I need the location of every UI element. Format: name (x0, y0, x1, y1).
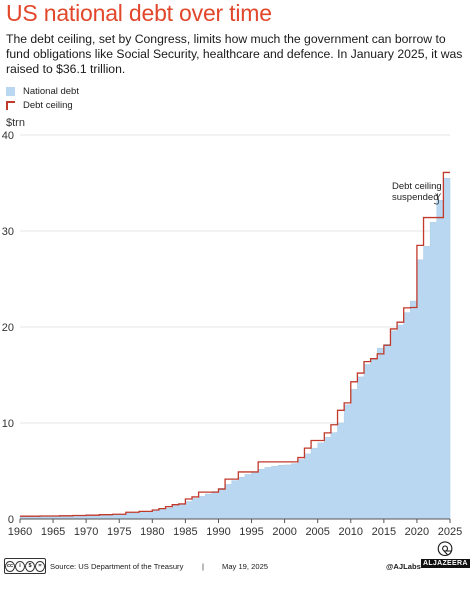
y-tick-label-40: 40 (2, 130, 14, 142)
x-tick-label-1960: 1960 (8, 526, 32, 538)
x-tick-label-1980: 1980 (140, 526, 164, 538)
footer-source: Source: US Department of the Treasury (50, 562, 184, 571)
series-national-debt-area (19, 177, 451, 520)
x-tick-label-2005: 2005 (305, 526, 329, 538)
legend-label-ceiling: Debt ceiling (23, 99, 73, 111)
footer-separator: | (202, 562, 204, 571)
y-tick-label-20: 20 (2, 322, 14, 334)
y-axis-unit-label: $trn (6, 117, 25, 129)
y-tick-label-10: 10 (2, 418, 14, 430)
aljazeera-logo: 🝿 ALJAZEERA (421, 541, 470, 568)
footer-handle: @AJLabs (386, 562, 421, 571)
x-tick-label-1970: 1970 (74, 526, 98, 538)
legend-label-debt: National debt (23, 85, 79, 97)
x-tick-label-1965: 1965 (41, 526, 65, 538)
legend-item-ceiling: Debt ceiling (6, 98, 79, 112)
y-tick-label-0: 0 (8, 514, 14, 526)
x-tick-label-1975: 1975 (107, 526, 131, 538)
legend-swatch-ceiling (6, 100, 15, 110)
footer: cc i $ = Source: US Department of the Treas… (0, 542, 475, 582)
chart-subtitle: The debt ceiling, set by Congress, limit… (6, 32, 463, 76)
y-tick-label-30: 30 (2, 226, 14, 238)
x-tick-label-1985: 1985 (173, 526, 197, 538)
x-tick-label-1995: 1995 (239, 526, 263, 538)
x-tick-label-2015: 2015 (372, 526, 396, 538)
x-tick-label-2020: 2020 (405, 526, 429, 538)
legend-item-debt: National debt (6, 84, 79, 98)
footer-date: May 19, 2025 (222, 562, 269, 571)
x-tick-label-2010: 2010 (339, 526, 363, 538)
x-tick-label-1990: 1990 (206, 526, 230, 538)
x-tick-label-2000: 2000 (272, 526, 296, 538)
legend-swatch-debt (6, 86, 15, 96)
legend: National debt Debt ceiling (6, 84, 79, 112)
annotation-arrow (433, 197, 439, 205)
chart-title: US national debt over time (6, 0, 272, 26)
annotation-arrowhead (435, 193, 441, 199)
creative-commons-badge: cc i $ = (4, 558, 46, 574)
aljazeera-emblem-icon: 🝿 (436, 541, 454, 558)
series-debt-ceiling-line (20, 171, 450, 517)
annotation-line-2: suspended (392, 192, 438, 203)
annotation-line-1: Debt ceiling (392, 181, 442, 192)
aljazeera-wordmark: ALJAZEERA (421, 559, 470, 568)
chart-canvas: 0 10 20 30 40 1960 1965 1970 1975 1980 1985 1990 199… (2, 130, 462, 538)
x-tick-label-2025: 2025 (438, 526, 462, 538)
